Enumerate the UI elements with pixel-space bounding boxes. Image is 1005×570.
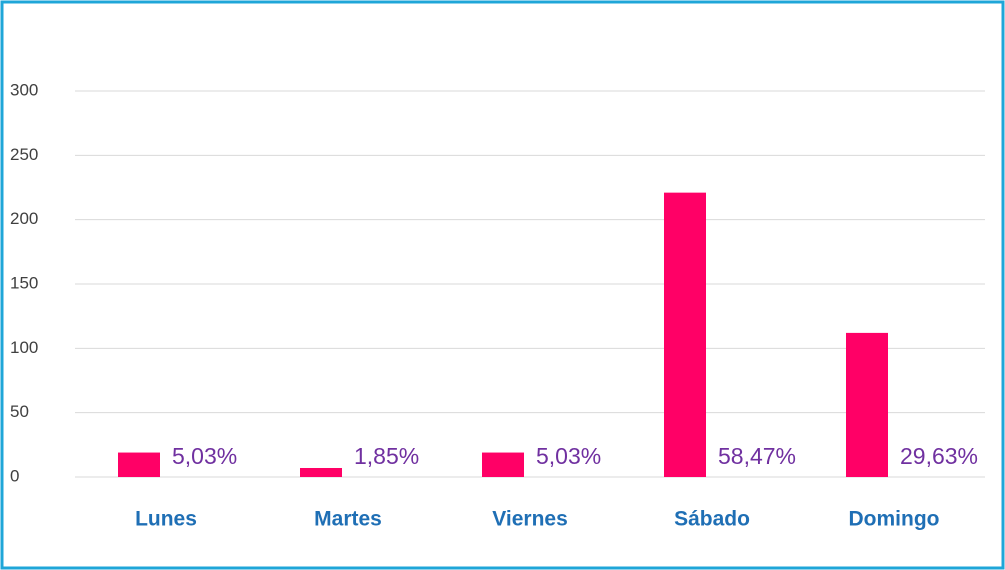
bar	[846, 332, 888, 477]
y-tick-label: 50	[10, 402, 29, 421]
y-tick-label: 300	[10, 80, 38, 99]
bar	[300, 467, 342, 477]
bar	[118, 452, 160, 477]
x-tick-label: Lunes	[135, 508, 197, 531]
y-tick-label: 100	[10, 338, 38, 357]
x-tick-label: Domingo	[849, 508, 940, 531]
x-tick-label: Sábado	[674, 508, 750, 531]
y-tick-label: 0	[10, 466, 19, 485]
percentage-label: 5,03%	[536, 443, 601, 469]
percentage-label: 1,85%	[354, 443, 419, 469]
percentage-label: 29,63%	[900, 443, 978, 469]
y-tick-label: 200	[10, 209, 38, 228]
bar	[482, 452, 524, 477]
x-tick-label: Viernes	[492, 508, 568, 531]
x-tick-label: Martes	[314, 508, 382, 531]
percentage-label: 5,03%	[172, 443, 237, 469]
percentage-label: 58,47%	[718, 443, 796, 469]
y-tick-label: 150	[10, 273, 38, 292]
bar	[664, 192, 706, 477]
y-tick-label: 250	[10, 145, 38, 164]
